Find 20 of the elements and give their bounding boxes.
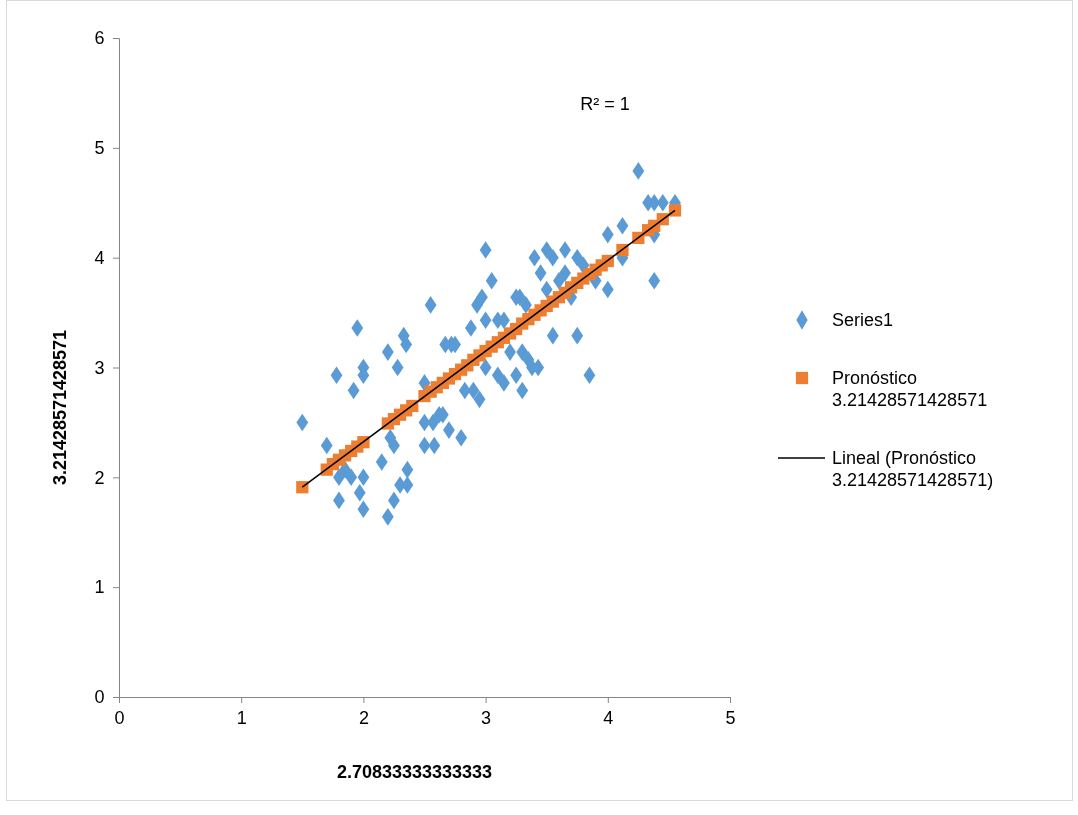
y-tick-label: 5 [94,138,105,159]
x-tick-label: 2 [358,708,369,728]
y-tick-label: 1 [94,577,105,598]
legend-label: Series1 [832,310,894,330]
x-axis-title: 2.70833333333333 [336,762,493,782]
y-tick-label: 4 [94,247,105,268]
legend-label: Lineal (Pronóstico 3.21428571428571) [832,448,994,490]
y-axis-title: 3.21428571428571 [50,329,70,486]
x-tick-label: 5 [725,708,736,728]
x-tick-label: 3 [481,708,492,728]
y-tick-label: 2 [94,467,105,488]
y-tick-label: 0 [94,687,105,708]
legend-label: Pronóstico 3.21428571428571 [832,368,988,410]
y-tick-label: 3 [94,357,105,378]
x-tick-label: 4 [603,708,614,728]
x-tick-label: 1 [236,708,247,728]
y-tick-label: 6 [94,28,105,49]
point [668,204,682,217]
x-tick-label: 0 [114,708,125,728]
annotation: R² = 1 [580,94,630,115]
